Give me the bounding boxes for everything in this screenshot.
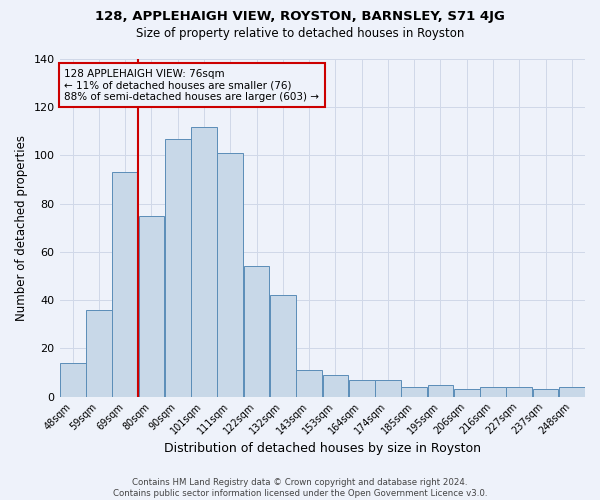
Bar — [86, 310, 112, 396]
Bar — [533, 390, 559, 396]
Bar — [375, 380, 401, 396]
Bar — [60, 363, 86, 396]
Bar — [323, 375, 348, 396]
Bar — [112, 172, 138, 396]
Bar — [191, 126, 217, 396]
Bar — [165, 138, 191, 396]
Bar — [139, 216, 164, 396]
X-axis label: Distribution of detached houses by size in Royston: Distribution of detached houses by size … — [164, 442, 481, 455]
Bar — [506, 387, 532, 396]
Bar — [428, 384, 454, 396]
Bar — [559, 387, 585, 396]
Text: Size of property relative to detached houses in Royston: Size of property relative to detached ho… — [136, 28, 464, 40]
Bar — [244, 266, 269, 396]
Bar — [270, 296, 296, 396]
Text: 128, APPLEHAIGH VIEW, ROYSTON, BARNSLEY, S71 4JG: 128, APPLEHAIGH VIEW, ROYSTON, BARNSLEY,… — [95, 10, 505, 23]
Text: 128 APPLEHAIGH VIEW: 76sqm
← 11% of detached houses are smaller (76)
88% of semi: 128 APPLEHAIGH VIEW: 76sqm ← 11% of deta… — [64, 68, 319, 102]
Text: Contains HM Land Registry data © Crown copyright and database right 2024.
Contai: Contains HM Land Registry data © Crown c… — [113, 478, 487, 498]
Y-axis label: Number of detached properties: Number of detached properties — [15, 135, 28, 321]
Bar — [454, 390, 479, 396]
Bar — [480, 387, 506, 396]
Bar — [217, 153, 243, 396]
Bar — [401, 387, 427, 396]
Bar — [349, 380, 374, 396]
Bar — [296, 370, 322, 396]
